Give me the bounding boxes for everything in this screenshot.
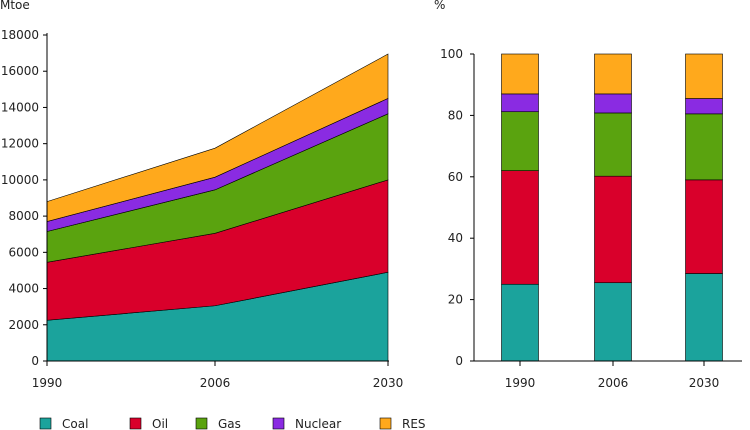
right-y-tick-label: 60 bbox=[448, 170, 463, 184]
right-x-tick-label: 2030 bbox=[689, 376, 720, 390]
legend-label-coal: Coal bbox=[62, 417, 88, 430]
left-y-tick-label: 14000 bbox=[1, 100, 39, 114]
bar-coal-2030 bbox=[685, 273, 723, 362]
legend-label-nuclear: Nuclear bbox=[295, 417, 341, 430]
legend-label-res: RES bbox=[402, 417, 426, 430]
bar-gas-1990 bbox=[501, 111, 539, 171]
left-y-tick-label: 8000 bbox=[8, 209, 39, 223]
legend-item-coal: Coal bbox=[39, 417, 88, 430]
legend-item-res: RES bbox=[379, 417, 426, 430]
legend-swatch-oil bbox=[129, 417, 142, 430]
left-y-tick-label: 2000 bbox=[8, 318, 39, 332]
bar-oil-2030 bbox=[685, 179, 723, 274]
right-y-tick-label: 40 bbox=[448, 231, 463, 245]
legend-item-nuclear: Nuclear bbox=[272, 417, 341, 430]
left-y-tick-label: 4000 bbox=[8, 282, 39, 296]
legend-swatch-coal bbox=[39, 417, 52, 430]
left-x-tick-label: 2006 bbox=[200, 376, 231, 390]
legend-swatch-res bbox=[379, 417, 392, 430]
legend-item-gas: Gas bbox=[195, 417, 241, 430]
bar-coal-2006 bbox=[594, 282, 632, 362]
bar-res-2030 bbox=[685, 53, 723, 99]
left-x-tick-label: 2030 bbox=[373, 376, 404, 390]
left-y-tick-label: 18000 bbox=[1, 28, 39, 42]
left-x-tick-label: 1990 bbox=[32, 376, 63, 390]
bar-gas-2006 bbox=[594, 112, 632, 177]
right-y-tick-label: 20 bbox=[448, 293, 463, 307]
bar-nuclear-1990 bbox=[501, 93, 539, 113]
bar-oil-2006 bbox=[594, 175, 632, 284]
left-y-tick-label: 6000 bbox=[8, 245, 39, 259]
legend-label-gas: Gas bbox=[218, 417, 241, 430]
legend-label-oil: Oil bbox=[152, 417, 168, 430]
bar-gas-2030 bbox=[685, 113, 723, 181]
left-area-chart: Mtoe 0 2000 4000 6000 8000 10000 12000 14000 160… bbox=[0, 0, 403, 390]
left-y-tick-label: 0 bbox=[31, 354, 39, 368]
right-y-tick-label: 0 bbox=[455, 354, 463, 368]
bar-oil-1990 bbox=[501, 170, 539, 285]
right-bar-chart: % 0 20 40 60 80 100 1990 2006 2030 bbox=[434, 0, 742, 390]
legend-item-oil: Oil bbox=[129, 417, 168, 430]
bar-coal-1990 bbox=[501, 283, 539, 362]
legend-swatch-gas bbox=[195, 417, 208, 430]
legend-swatch-nuclear bbox=[272, 417, 285, 430]
bar-res-1990 bbox=[501, 53, 539, 95]
left-y-tick-label: 12000 bbox=[1, 137, 39, 151]
left-y-tick-label: 16000 bbox=[1, 64, 39, 78]
bar-res-2006 bbox=[594, 53, 632, 95]
bar-nuclear-2006 bbox=[594, 93, 632, 114]
right-y-tick-label: 100 bbox=[440, 47, 463, 61]
legend: Coal Oil Gas Nuclear RES bbox=[39, 417, 426, 430]
right-x-tick-label: 1990 bbox=[505, 376, 536, 390]
bar-nuclear-2030 bbox=[685, 98, 723, 115]
right-x-tick-label: 2006 bbox=[598, 376, 629, 390]
left-y-axis-label: Mtoe bbox=[0, 0, 30, 12]
right-y-tick-label: 80 bbox=[448, 108, 463, 122]
right-y-axis-label: % bbox=[434, 0, 445, 12]
left-y-tick-label: 10000 bbox=[1, 173, 39, 187]
